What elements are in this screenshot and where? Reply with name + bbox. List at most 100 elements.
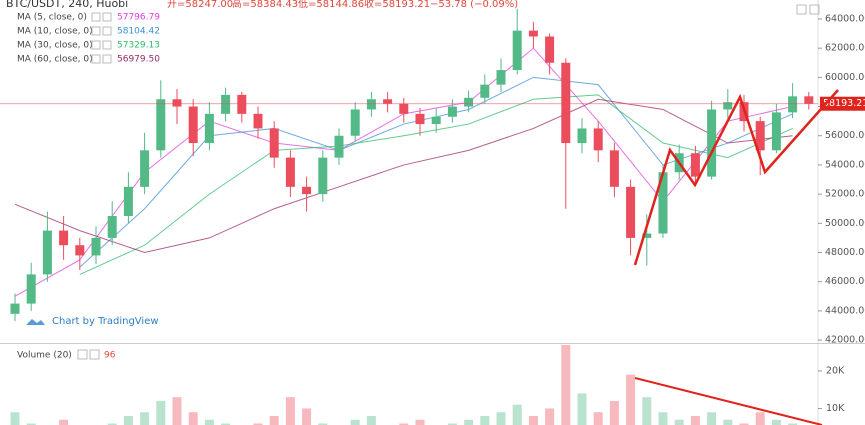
volume-bar <box>739 423 749 425</box>
candle-body <box>253 113 263 129</box>
candle-body <box>788 96 798 113</box>
volume-bar <box>221 423 231 425</box>
candle-body <box>609 150 619 187</box>
ohlc-low: 低=58144.86 <box>298 0 364 10</box>
volume-legend: Volume (20) 96 <box>17 349 116 361</box>
volume-bar <box>788 423 798 425</box>
candle-body <box>188 106 198 144</box>
volume-bar <box>609 400 619 425</box>
icon[interactable] <box>91 26 101 36</box>
volume-bar <box>140 412 150 425</box>
candle-body <box>366 99 376 110</box>
candle-body <box>10 303 20 314</box>
last-price-label: 58193.21 <box>823 98 865 109</box>
candle-body <box>626 186 636 238</box>
candle-body <box>431 116 441 125</box>
candle-body <box>723 102 733 110</box>
symbol-title: BTC/USDT, 240, Huobi <box>6 0 128 10</box>
candle-body <box>204 113 214 144</box>
candle-body <box>172 99 182 107</box>
ohlc-open: 开=58247.00 <box>167 0 233 10</box>
ma-value: 57329.13 <box>117 41 160 51</box>
volume-bar <box>674 419 684 425</box>
y-tick-label: 50000.00 <box>825 218 865 229</box>
candle-body <box>237 94 247 114</box>
ma-name: MA (5, close, 0) <box>17 13 87 23</box>
volume-bar <box>399 423 409 425</box>
icon[interactable] <box>77 349 88 360</box>
volume-bar <box>577 393 587 425</box>
volume-bar <box>204 419 214 425</box>
volume-bar <box>123 415 133 425</box>
icon[interactable] <box>89 349 100 360</box>
candle-body <box>642 233 652 238</box>
header: BTC/USDT, 240, Huobi 开=58247.00 高=58384.… <box>6 0 518 10</box>
candle-body <box>318 157 328 195</box>
volume-trend-drawing[interactable] <box>634 377 823 425</box>
volume-bar <box>658 412 668 425</box>
icon[interactable] <box>91 54 101 64</box>
candle-body <box>447 106 457 117</box>
axes: 42000.00 44000.00 46000.00 48000.00 50000.00… <box>818 13 865 414</box>
volume-value: 96 <box>104 351 116 361</box>
candle-body <box>577 128 587 144</box>
volume-bar <box>528 415 538 425</box>
y-tick-label: 44000.00 <box>825 305 865 316</box>
icon[interactable] <box>796 4 807 15</box>
candle-body <box>140 150 150 187</box>
candle-body <box>91 237 101 256</box>
volume-bar <box>593 412 603 425</box>
volume-bar <box>59 419 69 425</box>
candle-body <box>480 84 490 98</box>
candle-body <box>42 230 52 275</box>
candle-body <box>383 99 393 104</box>
candle-body <box>561 62 571 144</box>
icon[interactable] <box>102 12 112 22</box>
watermark: Chart by TradingView <box>26 316 159 327</box>
candle-body <box>75 245 85 256</box>
candle-body <box>302 186 312 195</box>
y-tick-label: 42000.00 <box>825 335 865 346</box>
volume-bar <box>156 400 166 425</box>
candle-body <box>350 109 360 136</box>
volume-bar <box>642 397 652 425</box>
volume-bar <box>107 423 117 425</box>
volume-bar <box>415 419 425 425</box>
ma-name: MA (10, close, 0) <box>17 27 93 37</box>
trend-drawing[interactable] <box>633 89 839 266</box>
candle-body <box>496 70 506 85</box>
ma-value: 57796.79 <box>117 13 160 23</box>
y-tick-label: 64000.00 <box>825 13 865 24</box>
candle-body <box>512 30 522 71</box>
volume-tick-label: 20K <box>826 365 845 376</box>
candle-body <box>593 128 603 151</box>
volume-bar <box>771 419 781 425</box>
volume-bar <box>723 419 733 425</box>
y-tick-label: 54000.00 <box>825 159 865 170</box>
candle-body <box>658 172 668 234</box>
candle-body <box>107 216 117 238</box>
volume-bar <box>302 408 312 425</box>
volume-pane <box>10 345 798 425</box>
icon[interactable] <box>91 12 101 22</box>
ma-value: 58104.42 <box>117 27 160 37</box>
volume-bar <box>285 397 295 425</box>
candle-body <box>59 230 69 246</box>
volume-bar <box>447 423 457 425</box>
icon[interactable] <box>91 40 101 50</box>
icon[interactable] <box>809 4 820 15</box>
ma-name: MA (60, close, 0) <box>17 55 93 65</box>
volume-bar <box>626 374 636 425</box>
y-tick-label: 48000.00 <box>825 247 865 258</box>
candle-body <box>26 274 36 304</box>
icon[interactable] <box>102 54 112 64</box>
candle-body <box>771 112 781 151</box>
candle-body <box>399 103 409 114</box>
ohlc-high: 高=58384.43 <box>232 0 298 10</box>
candle-body <box>464 97 474 107</box>
candle-body <box>545 36 555 63</box>
icon[interactable] <box>102 40 112 50</box>
icon[interactable] <box>102 26 112 36</box>
volume-bar <box>545 408 555 425</box>
